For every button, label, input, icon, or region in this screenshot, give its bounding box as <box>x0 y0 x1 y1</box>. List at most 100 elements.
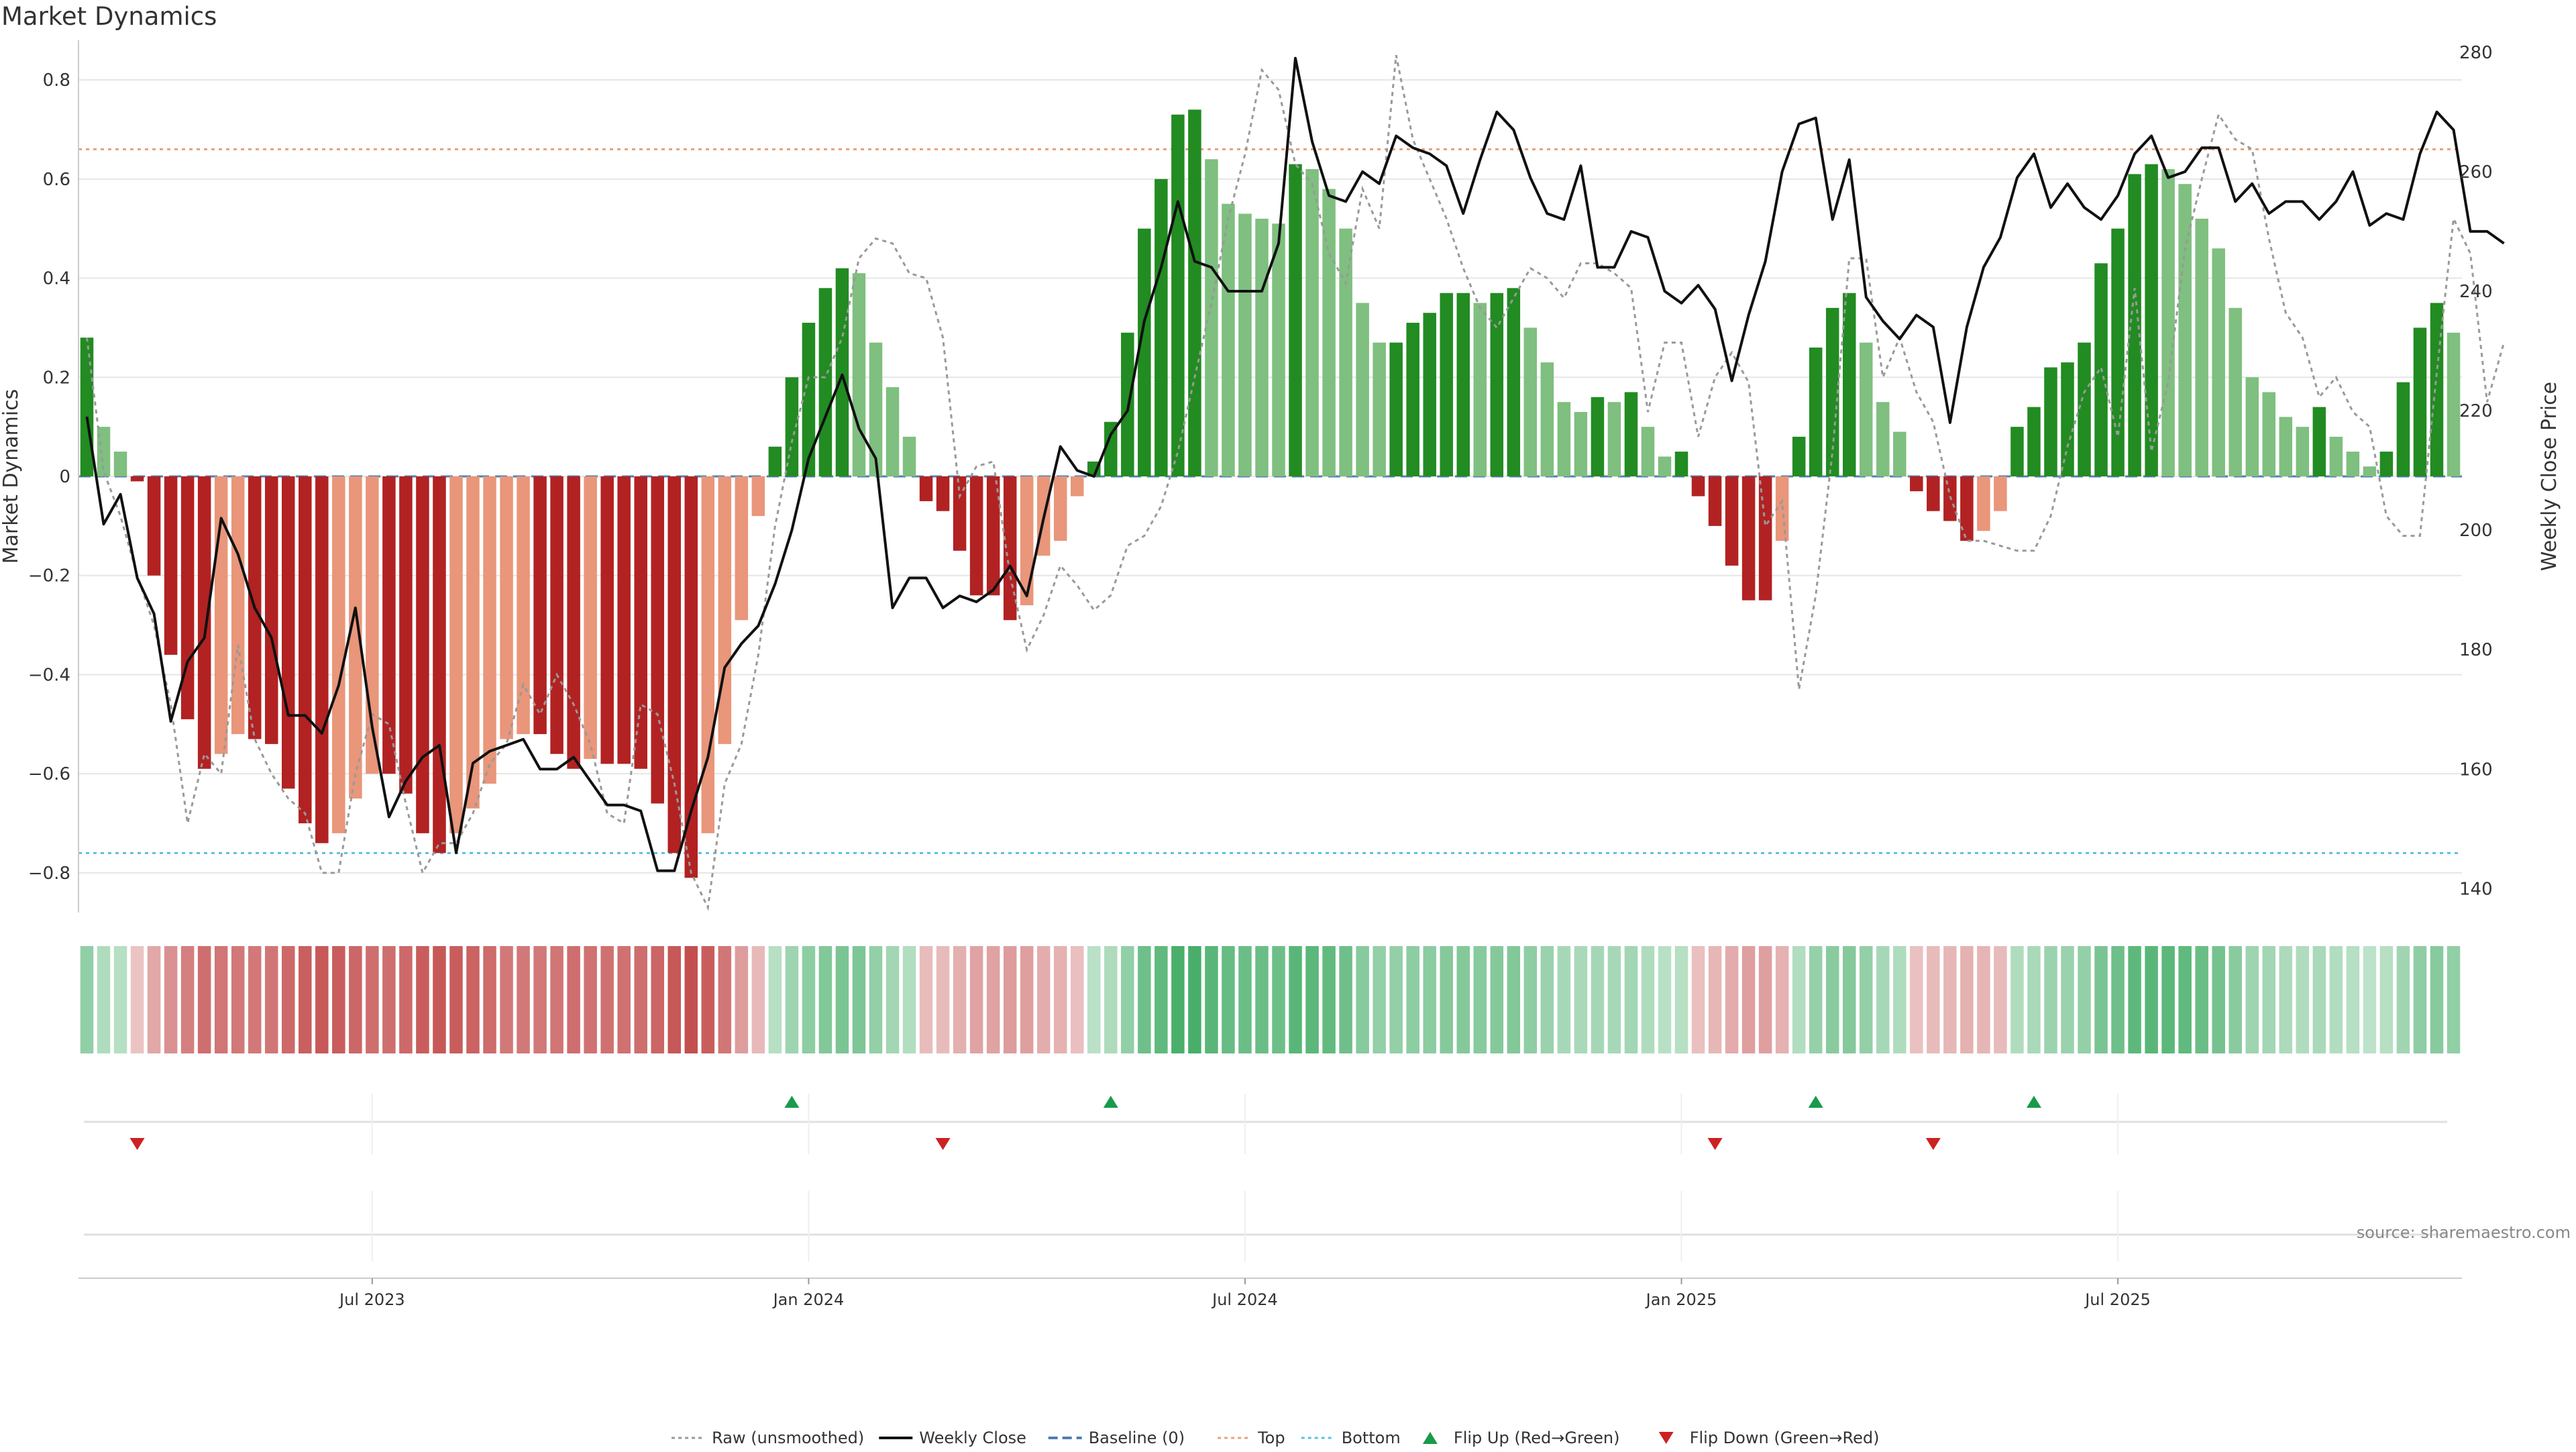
dynamics-bar <box>1658 456 1672 476</box>
heat-cell <box>986 946 1000 1053</box>
heat-cell <box>1205 946 1218 1053</box>
heat-cell <box>584 946 597 1053</box>
heat-cell <box>332 946 345 1053</box>
heat-cell <box>433 946 446 1053</box>
heat-cell <box>1557 946 1571 1053</box>
heat-cell <box>1053 946 1067 1053</box>
flip-down-marker <box>935 1138 951 1150</box>
heat-cell <box>2229 946 2242 1053</box>
dynamics-bar <box>1741 476 1756 601</box>
legend-item: Weekly Close <box>879 1429 1026 1447</box>
dynamics-bar <box>533 476 547 735</box>
heat-cell <box>533 946 547 1053</box>
heat-cell <box>2128 946 2141 1053</box>
dynamics-bar <box>1339 228 1352 476</box>
dynamics-bar <box>1356 303 1369 476</box>
heat-cell <box>349 946 362 1053</box>
dynamics-bar <box>1725 476 1739 566</box>
dynamics-bar <box>2128 174 2141 476</box>
heat-cell <box>1674 946 1688 1053</box>
heat-cell <box>382 946 396 1053</box>
heat-cell <box>1960 946 1974 1053</box>
heat-cell <box>2212 946 2225 1053</box>
left-tick-label: −0.8 <box>28 864 70 884</box>
dynamics-bar <box>1825 307 1839 476</box>
dynamics-bar <box>1557 402 1571 476</box>
heat-cell <box>1473 946 1487 1053</box>
dynamics-bar <box>483 476 496 784</box>
dynamics-bar <box>1205 159 1218 477</box>
dynamics-bar <box>1389 342 1403 476</box>
heat-cell <box>197 946 211 1053</box>
heat-cell <box>617 946 631 1053</box>
heat-cell <box>2279 946 2293 1053</box>
heat-strip <box>80 946 2461 1053</box>
dynamics-bar <box>1440 293 1453 476</box>
dynamics-bar <box>1994 476 2007 511</box>
dynamics-bar <box>332 476 345 833</box>
heat-cell <box>818 946 833 1053</box>
heat-cell <box>2027 946 2041 1053</box>
heat-cell <box>2061 946 2074 1053</box>
heat-cell <box>2296 946 2310 1053</box>
legend-label: Weekly Close <box>919 1429 1026 1447</box>
heat-cell <box>835 946 849 1053</box>
heat-cell <box>1691 946 1705 1053</box>
heat-cell <box>567 946 580 1053</box>
dynamics-bar <box>1809 347 1823 476</box>
dynamics-bar <box>936 476 950 511</box>
right-tick-label: 280 <box>2459 43 2493 63</box>
heat-cell <box>2145 946 2158 1053</box>
dynamics-bar <box>1507 288 1521 476</box>
heat-cell <box>1792 946 1806 1053</box>
heat-cell <box>1070 946 1084 1053</box>
right-tick-label: 260 <box>2459 162 2493 183</box>
heat-cell <box>2044 946 2057 1053</box>
heat-cell <box>1373 946 1386 1053</box>
dynamics-bar <box>1674 452 1688 476</box>
heat-cell <box>1490 946 1504 1053</box>
dynamics-bar <box>1473 303 1487 476</box>
dynamics-bar <box>1574 411 1588 476</box>
heat-cell <box>2111 946 2125 1053</box>
dynamics-bar <box>2279 417 2293 476</box>
right-tick-label: 160 <box>2459 760 2493 780</box>
dynamics-bar <box>1222 203 1235 476</box>
heat-cell <box>969 946 983 1053</box>
dynamics-bar <box>1322 189 1336 476</box>
dynamics-bar <box>1792 436 1806 476</box>
dynamics-bar <box>852 273 866 476</box>
dynamics-bar <box>1977 476 1990 531</box>
heat-cell <box>1155 946 1168 1053</box>
heat-cell <box>2245 946 2259 1053</box>
x-tick-label: Jan 2025 <box>1645 1290 1717 1309</box>
heat-cell <box>1641 946 1655 1053</box>
left-tick-label: −0.6 <box>28 764 70 784</box>
dynamics-bar <box>2010 427 2024 476</box>
heat-cell <box>634 946 647 1053</box>
dynamics-bar <box>600 476 614 764</box>
heat-cell <box>366 946 379 1053</box>
dynamics-bar <box>1624 392 1638 476</box>
heat-cell <box>2379 946 2394 1053</box>
heat-cell <box>449 946 463 1053</box>
heat-cell <box>1121 946 1134 1053</box>
heat-cell <box>768 946 782 1053</box>
dynamics-bar <box>1591 397 1605 476</box>
heat-cell <box>1825 946 1839 1053</box>
heat-cell <box>1624 946 1638 1053</box>
dynamics-bar <box>1641 427 1655 476</box>
heat-cell <box>1977 946 1990 1053</box>
heat-cell <box>2430 946 2444 1053</box>
heat-cell <box>416 946 429 1053</box>
left-tick-label: 0 <box>59 467 70 487</box>
dynamics-bar <box>2078 342 2091 476</box>
right-tick-label: 180 <box>2459 640 2493 660</box>
heat-cell <box>785 946 799 1053</box>
dynamics-bar <box>500 476 513 739</box>
dynamics-bar <box>718 476 732 744</box>
heat-cell <box>1255 946 1269 1053</box>
heat-cell <box>1188 946 1201 1053</box>
heat-cell <box>1859 946 1873 1053</box>
dynamics-bar <box>2229 307 2242 476</box>
